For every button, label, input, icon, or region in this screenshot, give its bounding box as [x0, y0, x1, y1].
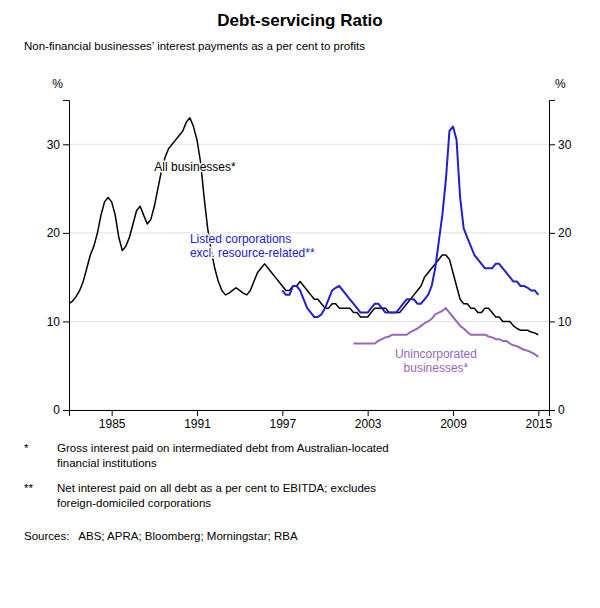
grid-line	[69, 144, 549, 145]
tick: 20	[549, 226, 572, 240]
tick-mark	[538, 410, 539, 416]
tick-mark	[282, 410, 283, 416]
tick: 30	[549, 138, 572, 152]
tick-label: 2009	[440, 417, 467, 431]
axis-line	[550, 101, 556, 411]
annotations: All businesses* Listed corporationsexcl. …	[154, 160, 477, 376]
footnote-line: Gross interest paid on intermediated deb…	[57, 442, 389, 454]
tick-label: 0	[53, 403, 60, 417]
tick-label: 2003	[355, 417, 382, 431]
lines	[69, 118, 538, 357]
annotation: Listed corporationsexcl. resource-relate…	[190, 232, 315, 260]
tick-mark	[368, 410, 369, 416]
tick-mark	[549, 321, 555, 322]
tick-label: 20	[47, 226, 61, 240]
footnote-text: Net interest paid on all debt as a per c…	[57, 482, 376, 509]
tick-mark	[63, 321, 69, 322]
tick-label: 30	[47, 138, 61, 152]
tick-mark	[63, 233, 69, 234]
tick: 20	[47, 226, 69, 240]
footnotes: * Gross interest paid on intermediated de…	[24, 442, 389, 509]
tick: 1997	[269, 410, 296, 431]
annotation-line: excl. resource-related**	[190, 246, 315, 260]
source: Sources: ABS; APRA; Bloomberg; Morningst…	[24, 530, 298, 542]
footnote-line: Net interest paid on all debt as a per c…	[57, 482, 376, 494]
annotation: Unincorporatedbusinesses*	[395, 347, 477, 375]
annotation-line: Unincorporated	[395, 347, 477, 361]
tick: 0	[53, 403, 69, 417]
tick-mark	[63, 144, 69, 145]
grid	[69, 144, 549, 410]
tick-label: 30	[558, 138, 572, 152]
annotation-line: Listed corporations	[190, 232, 291, 246]
tick-mark	[549, 233, 555, 234]
chart: Debt-servicing Ratio Non-financial busine…	[0, 0, 600, 608]
tick-label: 2015	[525, 417, 552, 431]
y2-axis: 0 10 20 30	[549, 101, 572, 418]
annotation-line: All businesses*	[154, 160, 236, 174]
tick-mark	[549, 144, 555, 145]
tick: 2009	[440, 410, 467, 431]
grid-line	[69, 232, 549, 233]
plot: 1985 1991 1997 2003 2009 2015 0 10 20 30 0 10 20 30%%…	[47, 77, 572, 431]
x-axis: 1985 1991 1997 2003 2009 2015	[70, 410, 553, 431]
footnote-marker: *	[24, 442, 29, 454]
annotation-line: businesses*	[404, 361, 469, 375]
tick-label: 1997	[269, 417, 296, 431]
axis-title: %	[52, 77, 63, 91]
title: Debt-servicing Ratio	[217, 11, 382, 30]
tick-mark	[453, 410, 454, 416]
line	[282, 127, 538, 317]
tick-label: 0	[558, 403, 565, 417]
y-axis: 0 10 20 30	[47, 101, 70, 418]
tick: 10	[47, 315, 69, 329]
axis-line	[70, 411, 550, 417]
tick-mark	[197, 410, 198, 416]
tick: 10	[549, 315, 572, 329]
footnote-text: Gross interest paid on intermediated deb…	[57, 442, 389, 469]
tick: 1991	[184, 410, 211, 431]
tick: 1985	[99, 410, 126, 431]
tick-label: 10	[47, 315, 61, 329]
tick: 30	[47, 138, 69, 152]
grid-line	[69, 321, 549, 322]
annotation: All businesses*	[154, 160, 236, 174]
tick-mark	[112, 410, 113, 416]
tick-label: 10	[558, 315, 572, 329]
tick: 2003	[355, 410, 382, 431]
tick-mark	[549, 410, 555, 411]
line	[69, 118, 538, 335]
tick-label: 1985	[99, 417, 126, 431]
axis-line	[63, 101, 70, 411]
tick: 0	[549, 403, 565, 417]
axis-title: %	[555, 77, 566, 91]
tick: 2015	[525, 410, 552, 431]
footnote-line: financial institutions	[57, 457, 157, 469]
tick-mark	[63, 410, 69, 411]
tick-label: 1991	[184, 417, 211, 431]
footnote-marker: **	[24, 482, 33, 494]
footnote-line: foreign-domiciled corporations	[57, 497, 211, 509]
tick-label: 20	[558, 226, 572, 240]
subtitle: Non-financial businesses’ interest payme…	[24, 40, 365, 52]
